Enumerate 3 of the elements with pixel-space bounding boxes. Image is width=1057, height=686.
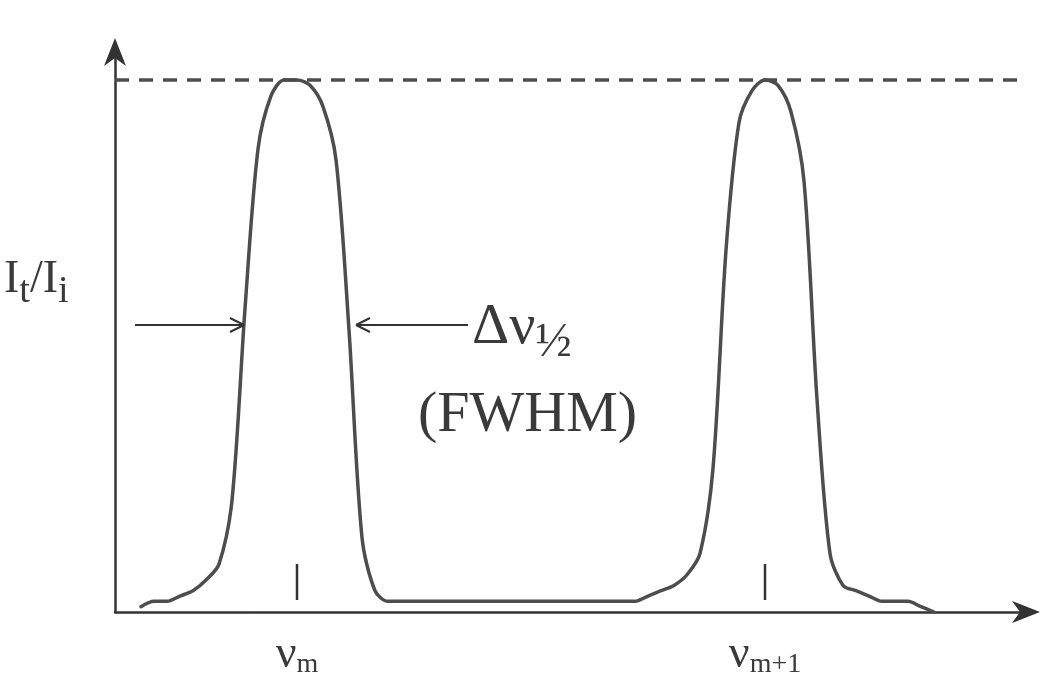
annotation: (FWHM) bbox=[418, 378, 638, 445]
y-axis-title: I$_{t}$/I$_{i}$ bbox=[4, 250, 69, 312]
annotation: Δν$_{½}$ bbox=[472, 290, 572, 367]
